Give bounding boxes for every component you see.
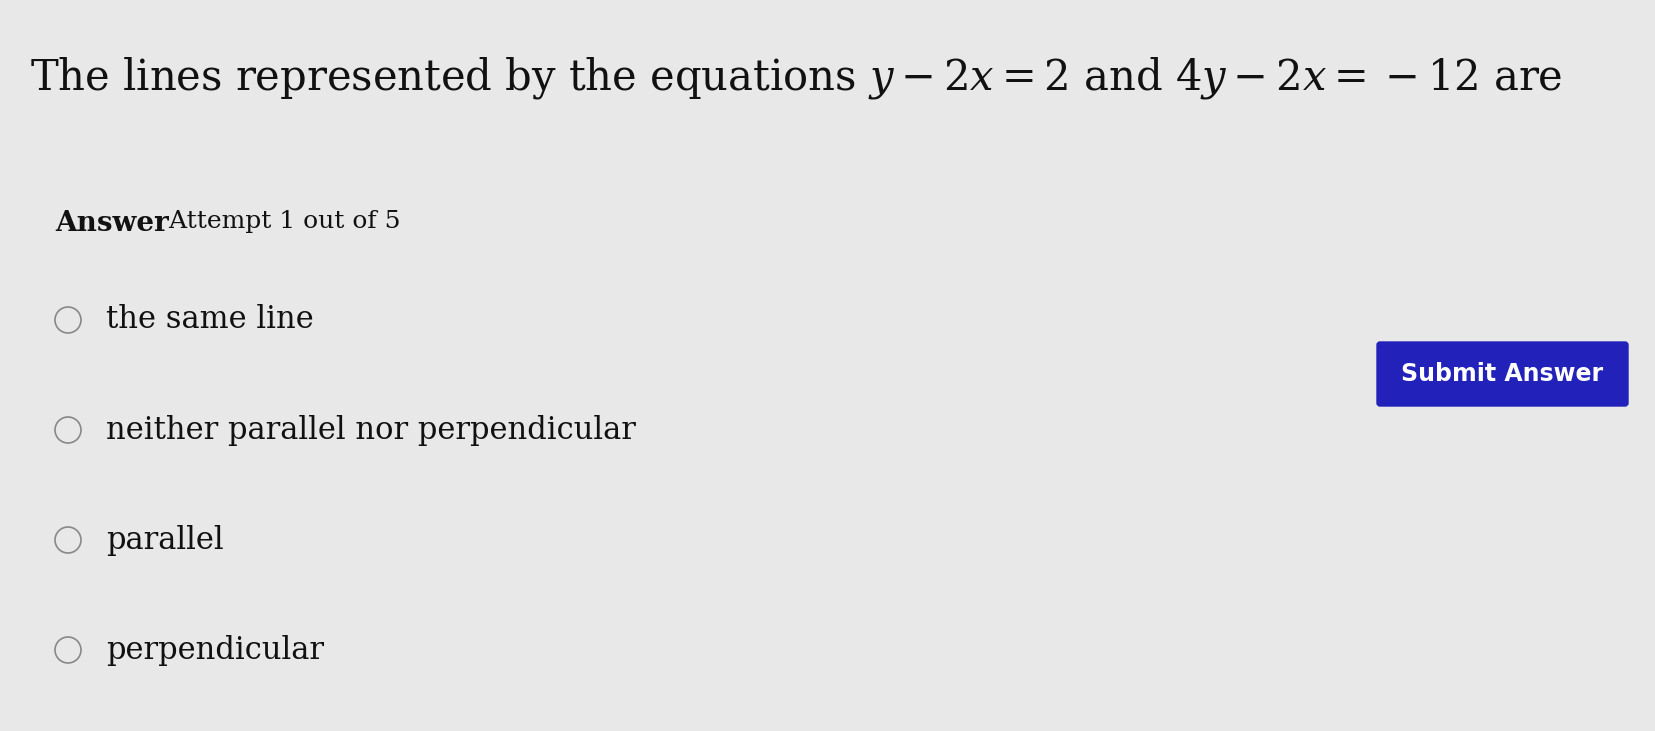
Text: parallel: parallel xyxy=(106,525,223,556)
Text: The lines represented by the equations $y - 2x = 2$ and $4y - 2x = -12$ are: The lines represented by the equations $… xyxy=(30,55,1562,101)
Text: Submit Answer: Submit Answer xyxy=(1402,362,1604,386)
Text: neither parallel nor perpendicular: neither parallel nor perpendicular xyxy=(106,414,636,445)
Text: Answer: Answer xyxy=(55,210,169,237)
Text: perpendicular: perpendicular xyxy=(106,635,324,665)
FancyBboxPatch shape xyxy=(1377,342,1629,406)
Text: the same line: the same line xyxy=(106,305,314,336)
Text: Attempt 1 out of 5: Attempt 1 out of 5 xyxy=(146,210,401,233)
